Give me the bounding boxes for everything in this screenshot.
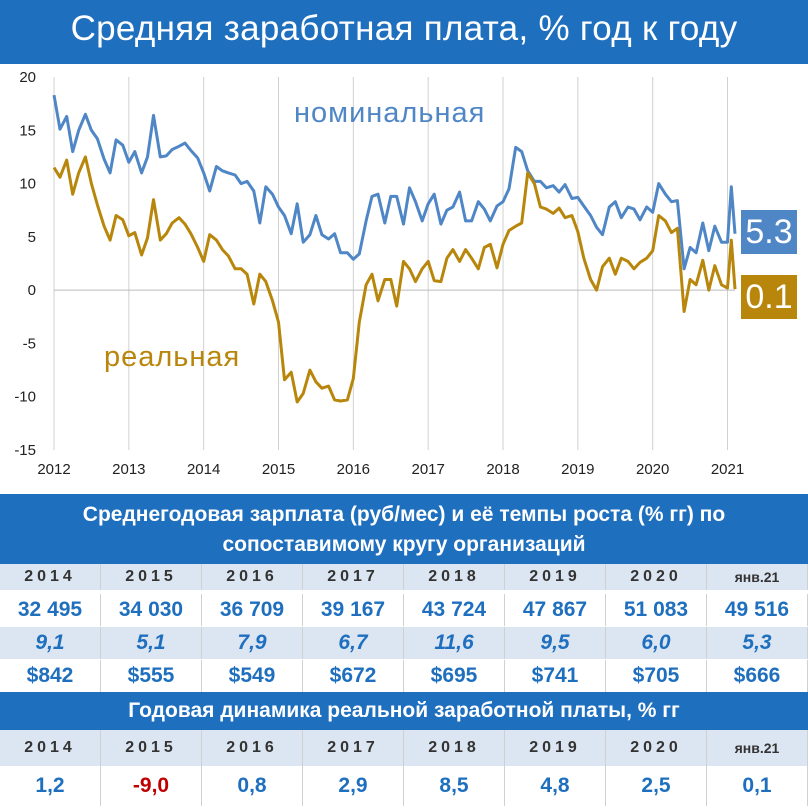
- series-label-real: реальная: [104, 341, 240, 373]
- year-cell: 2020: [606, 730, 707, 766]
- y-tick-label: 10: [19, 176, 36, 193]
- x-tick-label: 2019: [561, 461, 594, 478]
- title-bar: [0, 0, 808, 64]
- year-cell: 2019: [505, 730, 606, 766]
- x-tick-label: 2018: [486, 461, 519, 478]
- x-tick-label: 2013: [112, 461, 145, 478]
- nominal-last-value-badge: 5.3: [741, 210, 797, 254]
- real-wage-cell: 1,2: [0, 766, 101, 806]
- year-cell: 2015: [101, 564, 202, 590]
- usd-cell: $695: [404, 660, 505, 692]
- x-tick-label: 2014: [187, 461, 220, 478]
- usd-cell: $672: [303, 660, 404, 692]
- series-label-nominal: номинальная: [294, 97, 485, 129]
- x-tick-label: 2020: [636, 461, 669, 478]
- x-tick-label: 2021: [711, 461, 744, 478]
- y-tick-label: 0: [28, 282, 36, 299]
- line-chart: 2012 2013 2014 2015 2016 2017 2018 2019 2020 2021…: [14, 69, 744, 478]
- real-wage-cell: 2,5: [606, 766, 707, 806]
- growth-cell: 5,3: [707, 627, 808, 659]
- table1-header-band: [0, 494, 808, 564]
- real-wage-cell: 8,5: [404, 766, 505, 806]
- year-cell: 2020: [606, 564, 707, 590]
- year-cell: 2017: [303, 730, 404, 766]
- growth-cell: 9,1: [0, 627, 101, 659]
- real-wage-cell: -9,0: [101, 766, 202, 806]
- year-cell: 2019: [505, 564, 606, 590]
- year-cell: 2016: [202, 730, 303, 766]
- y-tick-label: -15: [14, 442, 36, 459]
- year-cell: 2018: [404, 730, 505, 766]
- y-tick-label: -5: [23, 335, 36, 352]
- chart-series: [52, 94, 737, 404]
- wage-cell: 39 167: [303, 594, 404, 626]
- x-tick-label: 2015: [262, 461, 295, 478]
- table1-growth-row: 9,1 5,1 7,9 6,7 11,6 9,5 6,0 5,3: [0, 627, 808, 659]
- chart-title: Средняя заработная плата, % год к году: [70, 9, 738, 48]
- year-cell: янв.21: [707, 730, 808, 766]
- x-tick-label: 2016: [337, 461, 370, 478]
- wage-cell: 34 030: [101, 594, 202, 626]
- year-cell: 2017: [303, 564, 404, 590]
- real-wage-cell: 0,1: [707, 766, 808, 806]
- y-tick-label: 15: [19, 122, 36, 139]
- table1-title: Среднегодовая зарплата (руб/мес) и её те…: [82, 503, 726, 556]
- growth-cell: 6,0: [606, 627, 707, 659]
- real-wage-cell: 2,9: [303, 766, 404, 806]
- year-cell: 2018: [404, 564, 505, 590]
- series-line-nominal: [52, 94, 737, 271]
- wage-cell: 49 516: [707, 594, 808, 626]
- growth-cell: 11,6: [404, 627, 505, 659]
- series-line-real: [52, 155, 737, 404]
- usd-cell: $705: [606, 660, 707, 692]
- wage-cell: 36 709: [202, 594, 303, 626]
- real-wage-cell: 0,8: [202, 766, 303, 806]
- table2-year-row: 2014 2015 2016 2017 2018 2019 2020 янв.21: [0, 730, 808, 766]
- table2-header-band: [0, 692, 808, 730]
- growth-cell: 9,5: [505, 627, 606, 659]
- growth-cell: 5,1: [101, 627, 202, 659]
- year-cell: 2015: [101, 730, 202, 766]
- usd-cell: $555: [101, 660, 202, 692]
- real-last-value-badge: 0.1: [741, 275, 797, 319]
- year-cell: 2014: [0, 564, 101, 590]
- real-wage-cell: 4,8: [505, 766, 606, 806]
- y-tick-label: 5: [28, 229, 36, 246]
- x-tick-label: 2012: [37, 461, 70, 478]
- usd-cell: $842: [0, 660, 101, 692]
- growth-cell: 6,7: [303, 627, 404, 659]
- wage-cell: 51 083: [606, 594, 707, 626]
- y-tick-label: -10: [14, 389, 36, 406]
- x-tick-label: 2017: [411, 461, 444, 478]
- table1-year-row: 2014 2015 2016 2017 2018 2019 2020 янв.21: [0, 564, 808, 590]
- table1-usd-row: $842 $555 $549 $672 $695 $741 $705 $666: [0, 660, 808, 692]
- wage-cell: 43 724: [404, 594, 505, 626]
- usd-cell: $741: [505, 660, 606, 692]
- wage-cell: 32 495: [0, 594, 101, 626]
- wage-cell: 47 867: [505, 594, 606, 626]
- y-tick-label: 20: [19, 69, 36, 86]
- year-cell: 2014: [0, 730, 101, 766]
- usd-cell: $666: [707, 660, 808, 692]
- table2-real-row: 1,2 -9,0 0,8 2,9 8,5 4,8 2,5 0,1: [0, 766, 808, 806]
- usd-cell: $549: [202, 660, 303, 692]
- year-cell: янв.21: [707, 564, 808, 590]
- growth-cell: 7,9: [202, 627, 303, 659]
- year-cell: 2016: [202, 564, 303, 590]
- table2-title: Годовая динамика реальной заработной пла…: [128, 699, 680, 722]
- chart-axis-labels: 2012 2013 2014 2015 2016 2017 2018 2019 2020 2021…: [14, 69, 744, 478]
- table1-wage-row: 32 495 34 030 36 709 39 167 43 724 47 867 51 0…: [0, 594, 808, 626]
